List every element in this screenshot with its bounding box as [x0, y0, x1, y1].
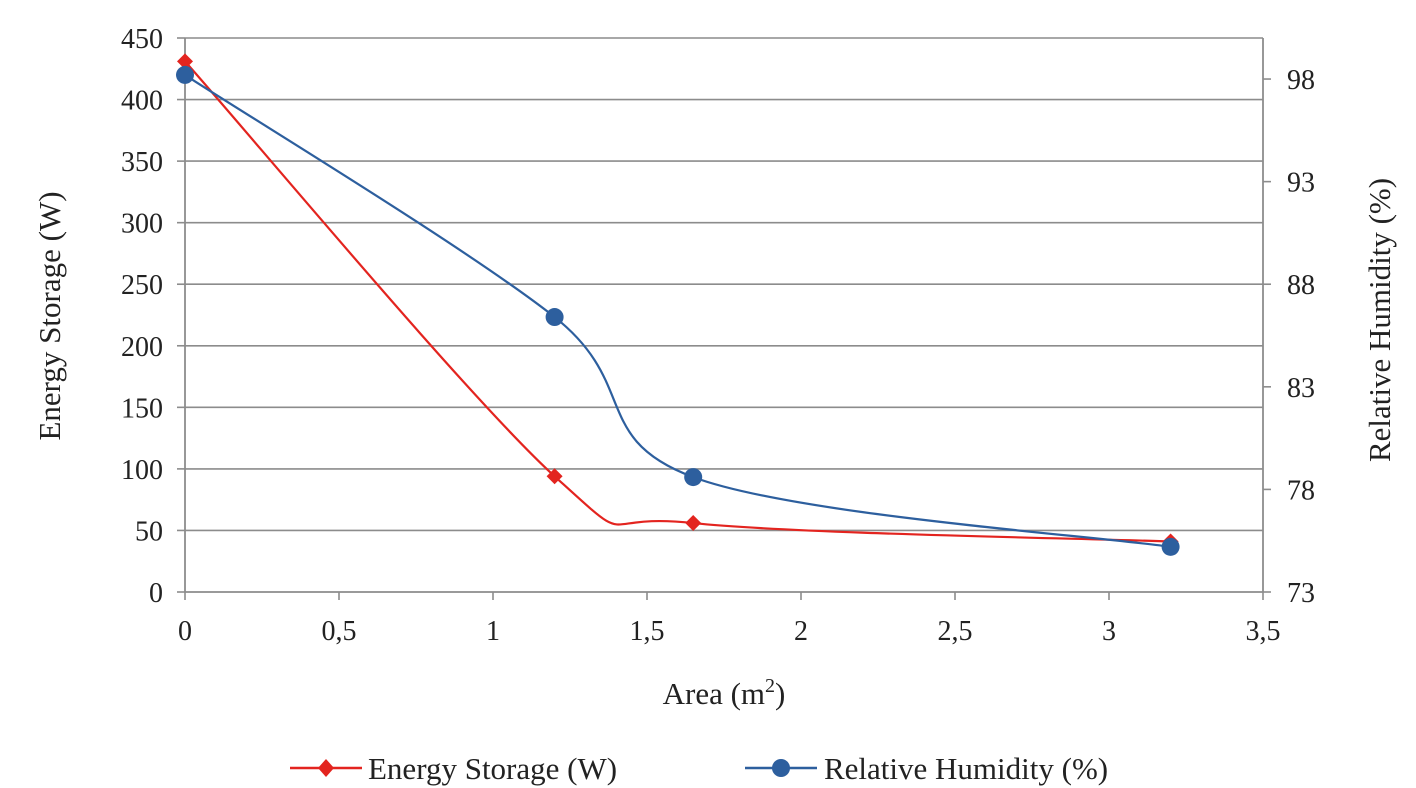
y-right-tick-label-1: 78 [1287, 475, 1315, 506]
legend-relative-humidity-label: Relative Humidity (%) [824, 751, 1108, 786]
y-right-tick-label-0: 73 [1287, 578, 1315, 609]
y-left-tick-label-9: 450 [121, 24, 163, 55]
series-relative-humidity [176, 65, 1180, 556]
data-point-relative-humidity-3 [1161, 537, 1180, 556]
data-point-relative-humidity-0 [176, 65, 194, 84]
x-tick-label-2: 1 [486, 616, 500, 647]
data-series [176, 53, 1180, 556]
y-right-tick-label-3: 88 [1287, 270, 1315, 301]
x-axis-title-superscript: 2 [765, 675, 775, 697]
axes [177, 37, 1271, 600]
tick-labels: 0 0,5 1 1,5 2 2,5 3 3,5 0 50 100 150 200 250 300 350 400… [121, 24, 1315, 647]
y-left-axis-title: Energy Storage (W) [32, 191, 67, 440]
x-tick-label-1: 0,5 [322, 616, 357, 647]
series-line-energy-storage [184, 60, 1171, 543]
y-right-axis-title: Relative Humidity (%) [1362, 178, 1397, 462]
x-tick-label-4: 2 [794, 616, 808, 647]
y-right-tick-label-5: 98 [1287, 65, 1315, 96]
y-left-tick-label-0: 0 [149, 578, 163, 609]
x-tick-label-5: 2,5 [938, 616, 973, 647]
y-left-tick-label-2: 100 [121, 455, 163, 486]
legend-energy-storage-marker [318, 759, 334, 777]
y-right-tick-label-2: 83 [1287, 373, 1315, 404]
y-left-tick-label-5: 250 [121, 270, 163, 301]
x-tick-label-7: 3,5 [1246, 616, 1281, 647]
legend-energy-storage-label: Energy Storage (W) [368, 751, 617, 786]
y-left-tick-label-4: 200 [121, 332, 163, 363]
data-point-relative-humidity-1 [545, 308, 564, 327]
gridlines [185, 37, 1263, 532]
x-tick-label-0: 0 [178, 616, 192, 647]
legend-item-relative-humidity: Relative Humidity (%) [745, 751, 1108, 786]
series-line-relative-humidity [184, 74, 1171, 548]
legend-item-energy-storage: Energy Storage (W) [290, 751, 617, 786]
data-point-energy-storage-0 [177, 53, 193, 70]
y-right-tick-label-4: 93 [1287, 168, 1315, 199]
y-left-tick-label-1: 50 [135, 516, 163, 547]
y-left-tick-label-7: 350 [121, 147, 163, 178]
x-tick-label-6: 3 [1102, 616, 1116, 647]
legend: Energy Storage (W) Relative Humidity (%) [290, 751, 1108, 786]
series-energy-storage [177, 53, 1179, 550]
y-left-tick-label-6: 300 [121, 209, 163, 240]
data-point-energy-storage-1 [546, 468, 563, 485]
data-point-relative-humidity-2 [684, 468, 703, 487]
axis-titles: Area (m2) Energy Storage (W) Relative Hu… [32, 178, 1397, 711]
x-tick-label-3: 1,5 [630, 616, 665, 647]
y-left-tick-label-3: 150 [121, 393, 163, 424]
legend-relative-humidity-marker [772, 759, 790, 777]
x-axis-title: Area (m2) [663, 675, 786, 711]
data-point-energy-storage-2 [685, 515, 702, 532]
y-left-tick-label-8: 400 [121, 86, 163, 117]
